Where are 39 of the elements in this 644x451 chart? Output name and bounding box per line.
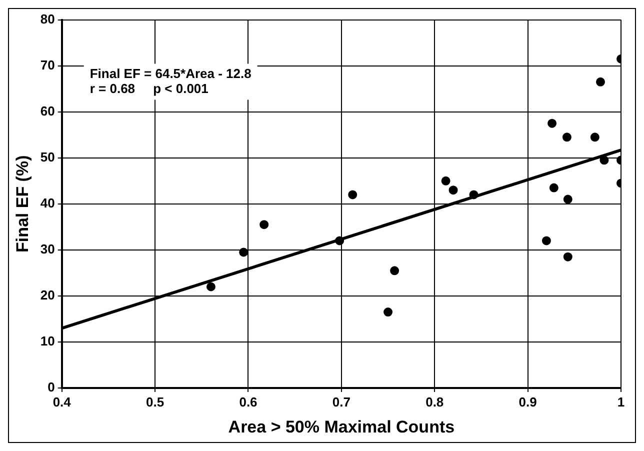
- point: [600, 156, 609, 165]
- x-tick-label: 0.7: [332, 394, 350, 410]
- point: [590, 132, 600, 142]
- x-tick-label: 0.8: [426, 394, 444, 410]
- point: [448, 186, 458, 195]
- point: [548, 118, 557, 128]
- annotation: r = 0.68 p < 0.001: [90, 80, 208, 96]
- y-tick-label: 30: [40, 242, 55, 257]
- point: [562, 132, 572, 142]
- point: [549, 183, 558, 192]
- x-tick-label: 0.9: [518, 394, 537, 410]
- x-tick-label: 0.4: [52, 394, 72, 410]
- point: [596, 77, 605, 86]
- x-tick-label: 0.5: [146, 394, 164, 410]
- y-tick-label: 0: [48, 380, 55, 395]
- x-axis-title: Area > 50% Maximal Counts: [228, 417, 455, 436]
- point: [441, 176, 450, 186]
- point: [260, 220, 269, 230]
- y-tick-label: 20: [40, 288, 55, 303]
- y-tick-label: 70: [40, 57, 55, 72]
- point: [206, 282, 216, 292]
- y-tick-label: 60: [40, 103, 55, 118]
- point: [239, 248, 248, 257]
- x-tick-label: 0.6: [239, 394, 258, 410]
- point: [335, 236, 344, 246]
- y-axis-title: Final EF (%): [12, 155, 32, 253]
- y-tick-label: 40: [40, 195, 55, 210]
- point: [384, 308, 393, 317]
- annotation: Final EF = 64.5*Area - 12.8: [90, 66, 252, 81]
- point: [390, 266, 400, 276]
- y-tick-label: 80: [40, 11, 55, 26]
- point: [348, 190, 358, 200]
- point: [563, 252, 572, 262]
- y-tick-label: 10: [40, 334, 55, 349]
- y-tick-label: 50: [40, 149, 55, 164]
- point: [469, 190, 478, 200]
- x-tick-label: 1: [617, 394, 625, 410]
- point: [542, 236, 551, 246]
- point: [563, 194, 572, 204]
